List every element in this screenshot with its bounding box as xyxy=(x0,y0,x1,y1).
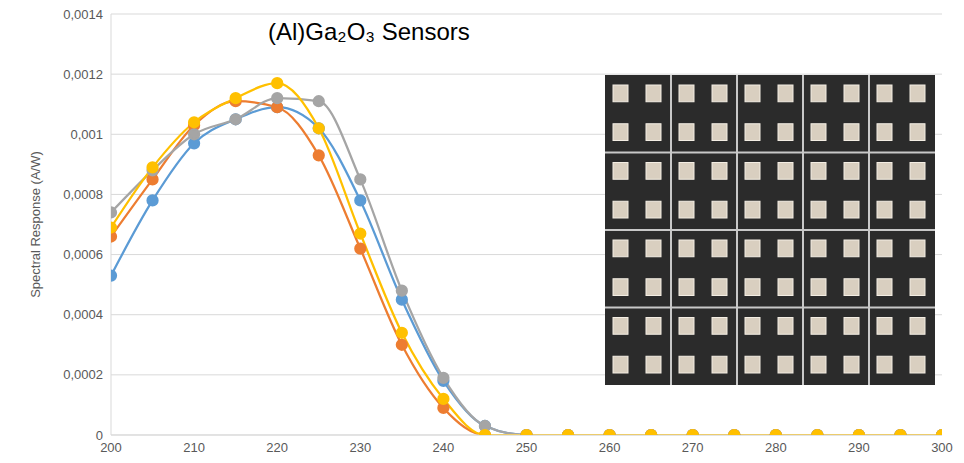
svg-text:250: 250 xyxy=(516,440,538,455)
svg-text:210: 210 xyxy=(183,440,205,455)
svg-text:230: 230 xyxy=(349,440,371,455)
svg-text:0: 0 xyxy=(96,428,103,443)
svg-text:0,0006: 0,0006 xyxy=(63,247,103,262)
svg-text:0,0012: 0,0012 xyxy=(63,67,103,82)
svg-text:280: 280 xyxy=(765,440,787,455)
svg-text:290: 290 xyxy=(848,440,870,455)
html-text:(Al)Ga₂O₃ Sensors: (Al)Ga₂O₃ Sensors xyxy=(268,18,470,45)
svg-text:200: 200 xyxy=(100,440,122,455)
svg-text:270: 270 xyxy=(682,440,704,455)
svg-text:300: 300 xyxy=(931,440,953,455)
svg-text:0,0014: 0,0014 xyxy=(63,7,103,22)
svg-text:220: 220 xyxy=(266,440,288,455)
svg-text:Spectral Response (A/W): Spectral Response (A/W) xyxy=(28,151,43,298)
svg-text:0,001: 0,001 xyxy=(70,127,103,142)
svg-text:260: 260 xyxy=(599,440,621,455)
svg-text:0,0008: 0,0008 xyxy=(63,187,103,202)
svg-text:0,0002: 0,0002 xyxy=(63,367,103,382)
svg-text:240: 240 xyxy=(433,440,455,455)
svg-text:0,0004: 0,0004 xyxy=(63,307,103,322)
